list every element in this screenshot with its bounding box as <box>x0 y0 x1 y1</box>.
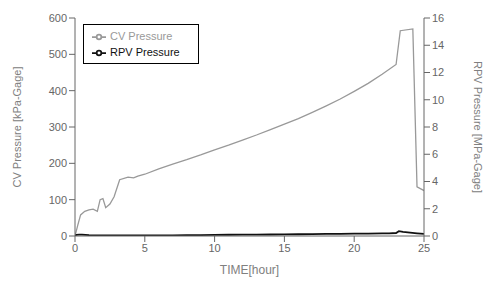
svg-text:15: 15 <box>278 242 290 254</box>
svg-text:14: 14 <box>432 39 444 51</box>
svg-text:2: 2 <box>432 203 438 215</box>
svg-text:0: 0 <box>72 242 78 254</box>
svg-text:TIME[hour]: TIME[hour] <box>220 263 279 277</box>
svg-text:200: 200 <box>49 157 67 169</box>
svg-text:10: 10 <box>208 242 220 254</box>
svg-text:0: 0 <box>432 230 438 242</box>
svg-text:0: 0 <box>61 230 67 242</box>
svg-text:500: 500 <box>49 48 67 60</box>
svg-text:12: 12 <box>432 66 444 78</box>
svg-text:8: 8 <box>432 121 438 133</box>
html-text:CV Pressure: CV Pressure <box>110 30 173 42</box>
svg-text:25: 25 <box>418 242 430 254</box>
svg-text:RPV Pressure [MPa-Gage]: RPV Pressure [MPa-Gage] <box>472 61 484 193</box>
svg-text:600: 600 <box>49 12 67 24</box>
svg-text:20: 20 <box>348 242 360 254</box>
svg-text:16: 16 <box>432 12 444 24</box>
svg-text:10: 10 <box>432 94 444 106</box>
svg-text:CV Pressure [kPa-Gage]: CV Pressure [kPa-Gage] <box>11 66 23 187</box>
svg-text:300: 300 <box>49 121 67 133</box>
svg-text:6: 6 <box>432 148 438 160</box>
svg-text:100: 100 <box>49 194 67 206</box>
svg-text:4: 4 <box>432 175 438 187</box>
svg-text:5: 5 <box>142 242 148 254</box>
html-text:RPV Pressure: RPV Pressure <box>110 46 180 59</box>
svg-text:400: 400 <box>49 85 67 97</box>
